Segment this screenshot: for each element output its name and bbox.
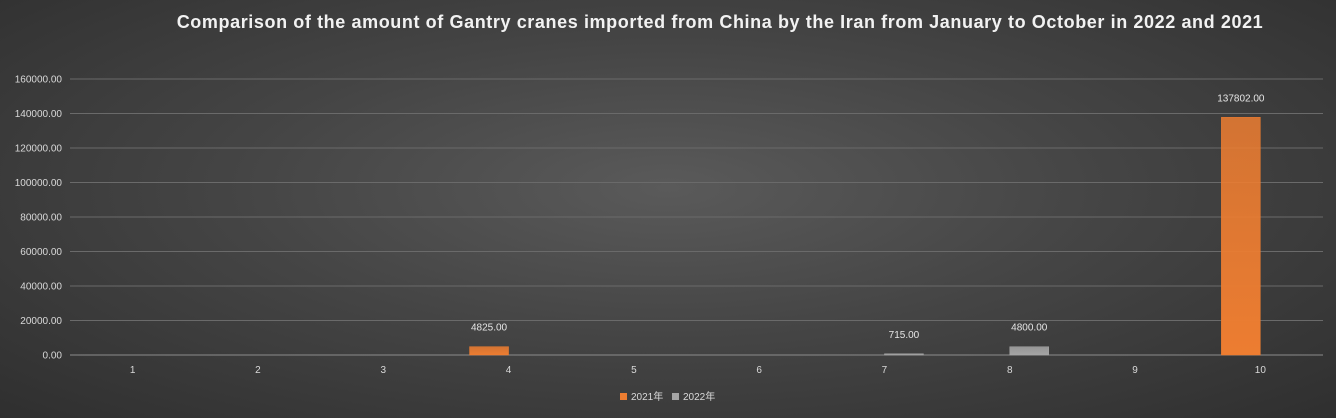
x-tick-label: 4 (506, 365, 512, 376)
legend-label-2022: 2022年 (683, 392, 716, 403)
data-label: 137802.00 (1217, 93, 1265, 104)
bar-2022年-7 (884, 353, 924, 356)
y-tick-label: 60000.00 (20, 247, 62, 258)
data-label: 715.00 (889, 330, 920, 341)
legend-swatch-2021 (620, 393, 627, 400)
chart-title: Comparison of the amount of Gantry crane… (176, 12, 1264, 32)
x-tick-label: 3 (380, 365, 386, 376)
x-tick-label: 10 (1255, 365, 1267, 376)
x-tick-label: 6 (756, 365, 762, 376)
y-tick-label: 140000.00 (15, 109, 63, 120)
legend-label-2021: 2021年 (631, 392, 664, 403)
y-tick-label: 120000.00 (15, 144, 63, 155)
data-label: 4800.00 (1011, 323, 1048, 334)
x-tick-label: 9 (1132, 365, 1138, 376)
y-tick-label: 80000.00 (20, 213, 62, 224)
chart-legend: 2021年 2022年 (0, 390, 1336, 406)
x-tick-label: 5 (631, 365, 637, 376)
data-label: 4825.00 (471, 323, 508, 334)
x-tick-label: 2 (255, 365, 261, 376)
y-tick-label: 100000.00 (15, 178, 63, 189)
x-tick-label: 7 (882, 365, 888, 376)
legend-item-2021: 2021年 (620, 390, 663, 406)
x-tick-label: 8 (1007, 365, 1013, 376)
x-tick-label: 1 (130, 365, 136, 376)
legend-item-2022: 2022年 (672, 390, 715, 406)
bar-2022年-8 (1009, 346, 1049, 356)
legend-swatch-2022 (672, 393, 679, 400)
bar-2021年-4 (469, 346, 509, 356)
y-tick-label: 20000.00 (20, 316, 62, 327)
y-tick-label: 0.00 (43, 351, 63, 362)
bar-2021年-10 (1221, 117, 1261, 356)
y-tick-label: 40000.00 (20, 282, 62, 293)
y-tick-label: 160000.00 (15, 75, 63, 86)
